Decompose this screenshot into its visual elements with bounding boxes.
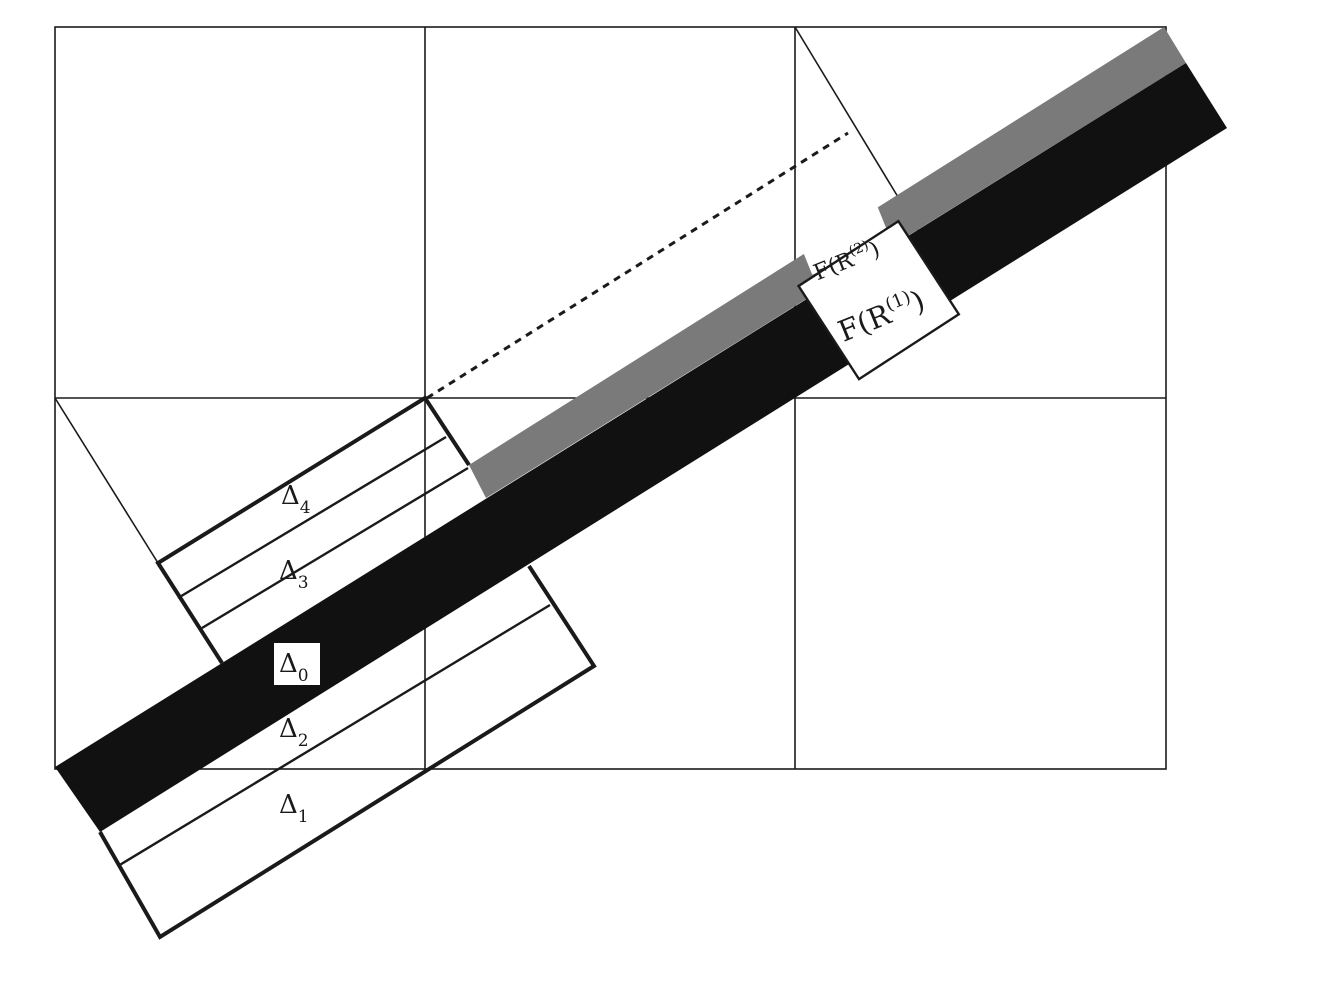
black-strip — [55, 63, 1227, 832]
connector-left — [54, 397, 159, 564]
label-delta-2: Δ2 — [279, 714, 309, 751]
upper-rect-divider-2 — [201, 466, 469, 630]
upper-rect-divider-1 — [177, 435, 447, 600]
f-r2-box — [798, 207, 892, 275]
upper-rectangle — [155, 395, 471, 665]
dotted-line — [426, 131, 849, 400]
upper-rect-outline — [155, 395, 471, 665]
lower-rect-divider-1 — [117, 603, 551, 868]
lower-rect-outline — [98, 564, 597, 940]
lower-rectangle — [98, 564, 597, 940]
label-boxes — [274, 207, 961, 685]
delta-0-box — [274, 643, 320, 685]
f-r1-box — [796, 219, 961, 381]
label-delta-1: Δ1 — [279, 790, 309, 827]
label-delta-4: Δ4 — [281, 481, 311, 518]
label-delta-3: Δ3 — [279, 556, 309, 593]
label-delta-0: Δ0 — [279, 649, 309, 686]
